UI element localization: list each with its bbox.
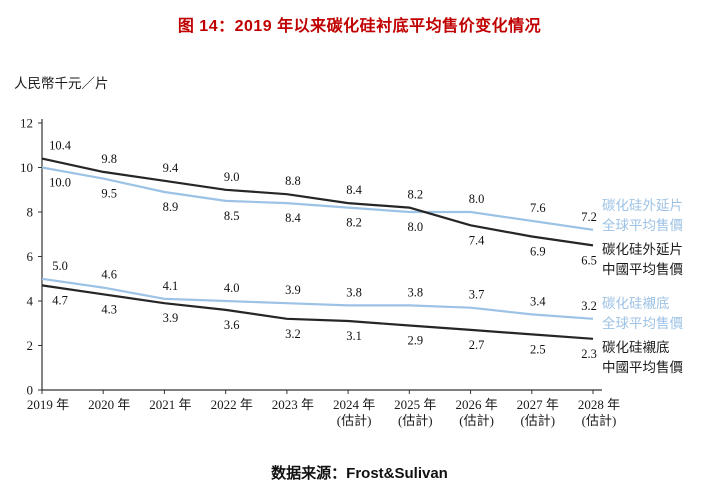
legend-label: 碳化硅襯底 xyxy=(602,340,670,355)
x-tick-sublabel: (估計) xyxy=(582,413,617,428)
data-label: 3.9 xyxy=(285,283,301,297)
x-tick-label: 2025 年 xyxy=(394,397,436,412)
data-label: 8.5 xyxy=(224,209,240,223)
data-label: 7.2 xyxy=(581,210,597,224)
data-label: 9.0 xyxy=(224,170,240,184)
x-tick-label: 2027 年 xyxy=(517,397,559,412)
chart-legend: 碳化硅外延片 全球平均售價 碳化硅外延片 中國平均售價 碳化硅襯底 全球平均售價… xyxy=(600,0,719,420)
data-label: 3.1 xyxy=(346,329,362,343)
data-label: 8.9 xyxy=(163,200,179,214)
data-label: 5.0 xyxy=(52,259,68,273)
data-label: 10.4 xyxy=(49,139,72,153)
data-label: 9.8 xyxy=(101,152,117,166)
x-tick-label: 2024 年 xyxy=(333,397,375,412)
data-label: 3.4 xyxy=(530,294,546,308)
x-tick-label: 2028 年 xyxy=(578,397,620,412)
legend-label: 中國平均售價 xyxy=(602,262,683,277)
data-label: 6.9 xyxy=(530,245,546,259)
data-label: 6.5 xyxy=(581,253,597,267)
legend-label: 碳化硅外延片 xyxy=(602,198,683,213)
legend-label: 中國平均售價 xyxy=(602,360,683,375)
data-label: 3.6 xyxy=(224,318,240,332)
data-label: 7.6 xyxy=(530,201,546,215)
data-label: 3.8 xyxy=(407,285,423,299)
x-tick-label: 2021 年 xyxy=(149,397,191,412)
data-label: 9.5 xyxy=(101,187,117,201)
legend-label: 碳化硅襯底 xyxy=(602,296,670,311)
data-label: 7.4 xyxy=(469,233,485,247)
data-label: 3.2 xyxy=(581,299,597,313)
data-source: 数据来源：Frost&Sulivan xyxy=(271,465,448,482)
data-label: 4.3 xyxy=(101,302,117,316)
data-label: 4.1 xyxy=(163,279,179,293)
x-tick-sublabel: (估計) xyxy=(337,413,372,428)
x-tick-label: 2026 年 xyxy=(455,397,497,412)
x-tick-sublabel: (估計) xyxy=(398,413,433,428)
data-label: 8.0 xyxy=(407,220,423,234)
x-tick-label: 2019 年 xyxy=(27,397,69,412)
y-tick-label: 4 xyxy=(27,294,34,309)
data-label: 8.2 xyxy=(407,188,423,202)
legend-epi-global: 碳化硅外延片 全球平均售價 xyxy=(602,196,683,236)
data-label: 8.2 xyxy=(346,216,362,230)
data-label: 3.8 xyxy=(346,285,362,299)
legend-label: 全球平均售價 xyxy=(602,218,683,233)
x-tick-label: 2020 年 xyxy=(88,397,130,412)
data-label: 4.6 xyxy=(101,268,117,282)
data-label: 9.4 xyxy=(163,161,179,175)
data-label: 10.0 xyxy=(49,176,71,190)
series-line-2 xyxy=(41,277,594,320)
y-tick-label: 10 xyxy=(20,160,33,175)
data-label: 2.5 xyxy=(530,342,546,356)
data-label: 8.0 xyxy=(469,192,485,206)
y-tick-label: 8 xyxy=(27,205,34,220)
data-label: 2.3 xyxy=(581,347,597,361)
data-label: 2.7 xyxy=(469,338,485,352)
chart-title: 图 14：2019 年以来碳化硅衬底平均售价变化情况 xyxy=(177,18,542,35)
series-line-3 xyxy=(41,284,594,340)
series-line-1 xyxy=(41,157,594,247)
x-tick-sublabel: (估計) xyxy=(520,413,555,428)
legend-epi-china: 碳化硅外延片 中國平均售價 xyxy=(602,240,683,280)
y-tick-label: 0 xyxy=(27,383,34,398)
data-label: 4.0 xyxy=(224,281,240,295)
legend-substrate-china: 碳化硅襯底 中國平均售價 xyxy=(602,338,683,378)
series-line-0 xyxy=(41,166,594,231)
data-label: 8.4 xyxy=(346,183,362,197)
y-tick-label: 12 xyxy=(20,116,33,131)
legend-label: 全球平均售價 xyxy=(602,316,683,331)
data-label: 3.2 xyxy=(285,327,301,341)
data-label: 4.7 xyxy=(52,293,68,307)
y-tick-label: 6 xyxy=(27,249,34,264)
data-label: 3.9 xyxy=(163,311,179,325)
y-axis-unit-label: 人民幣千元／片 xyxy=(14,76,109,91)
y-tick-label: 2 xyxy=(27,338,34,353)
x-tick-label: 2022 年 xyxy=(211,397,253,412)
price-line-chart: 0 2 4 6 8 10 12 2019 年 2020 年 2021 年 2022 年 2023 年 2… xyxy=(20,116,620,429)
data-label: 3.7 xyxy=(469,288,485,302)
legend-label: 碳化硅外延片 xyxy=(602,242,683,257)
data-label: 2.9 xyxy=(407,334,423,348)
data-label: 8.8 xyxy=(285,174,301,188)
x-tick-sublabel: (估計) xyxy=(459,413,494,428)
data-label: 8.4 xyxy=(285,211,301,225)
x-tick-label: 2023 年 xyxy=(272,397,314,412)
legend-substrate-global: 碳化硅襯底 全球平均售價 xyxy=(602,294,683,334)
